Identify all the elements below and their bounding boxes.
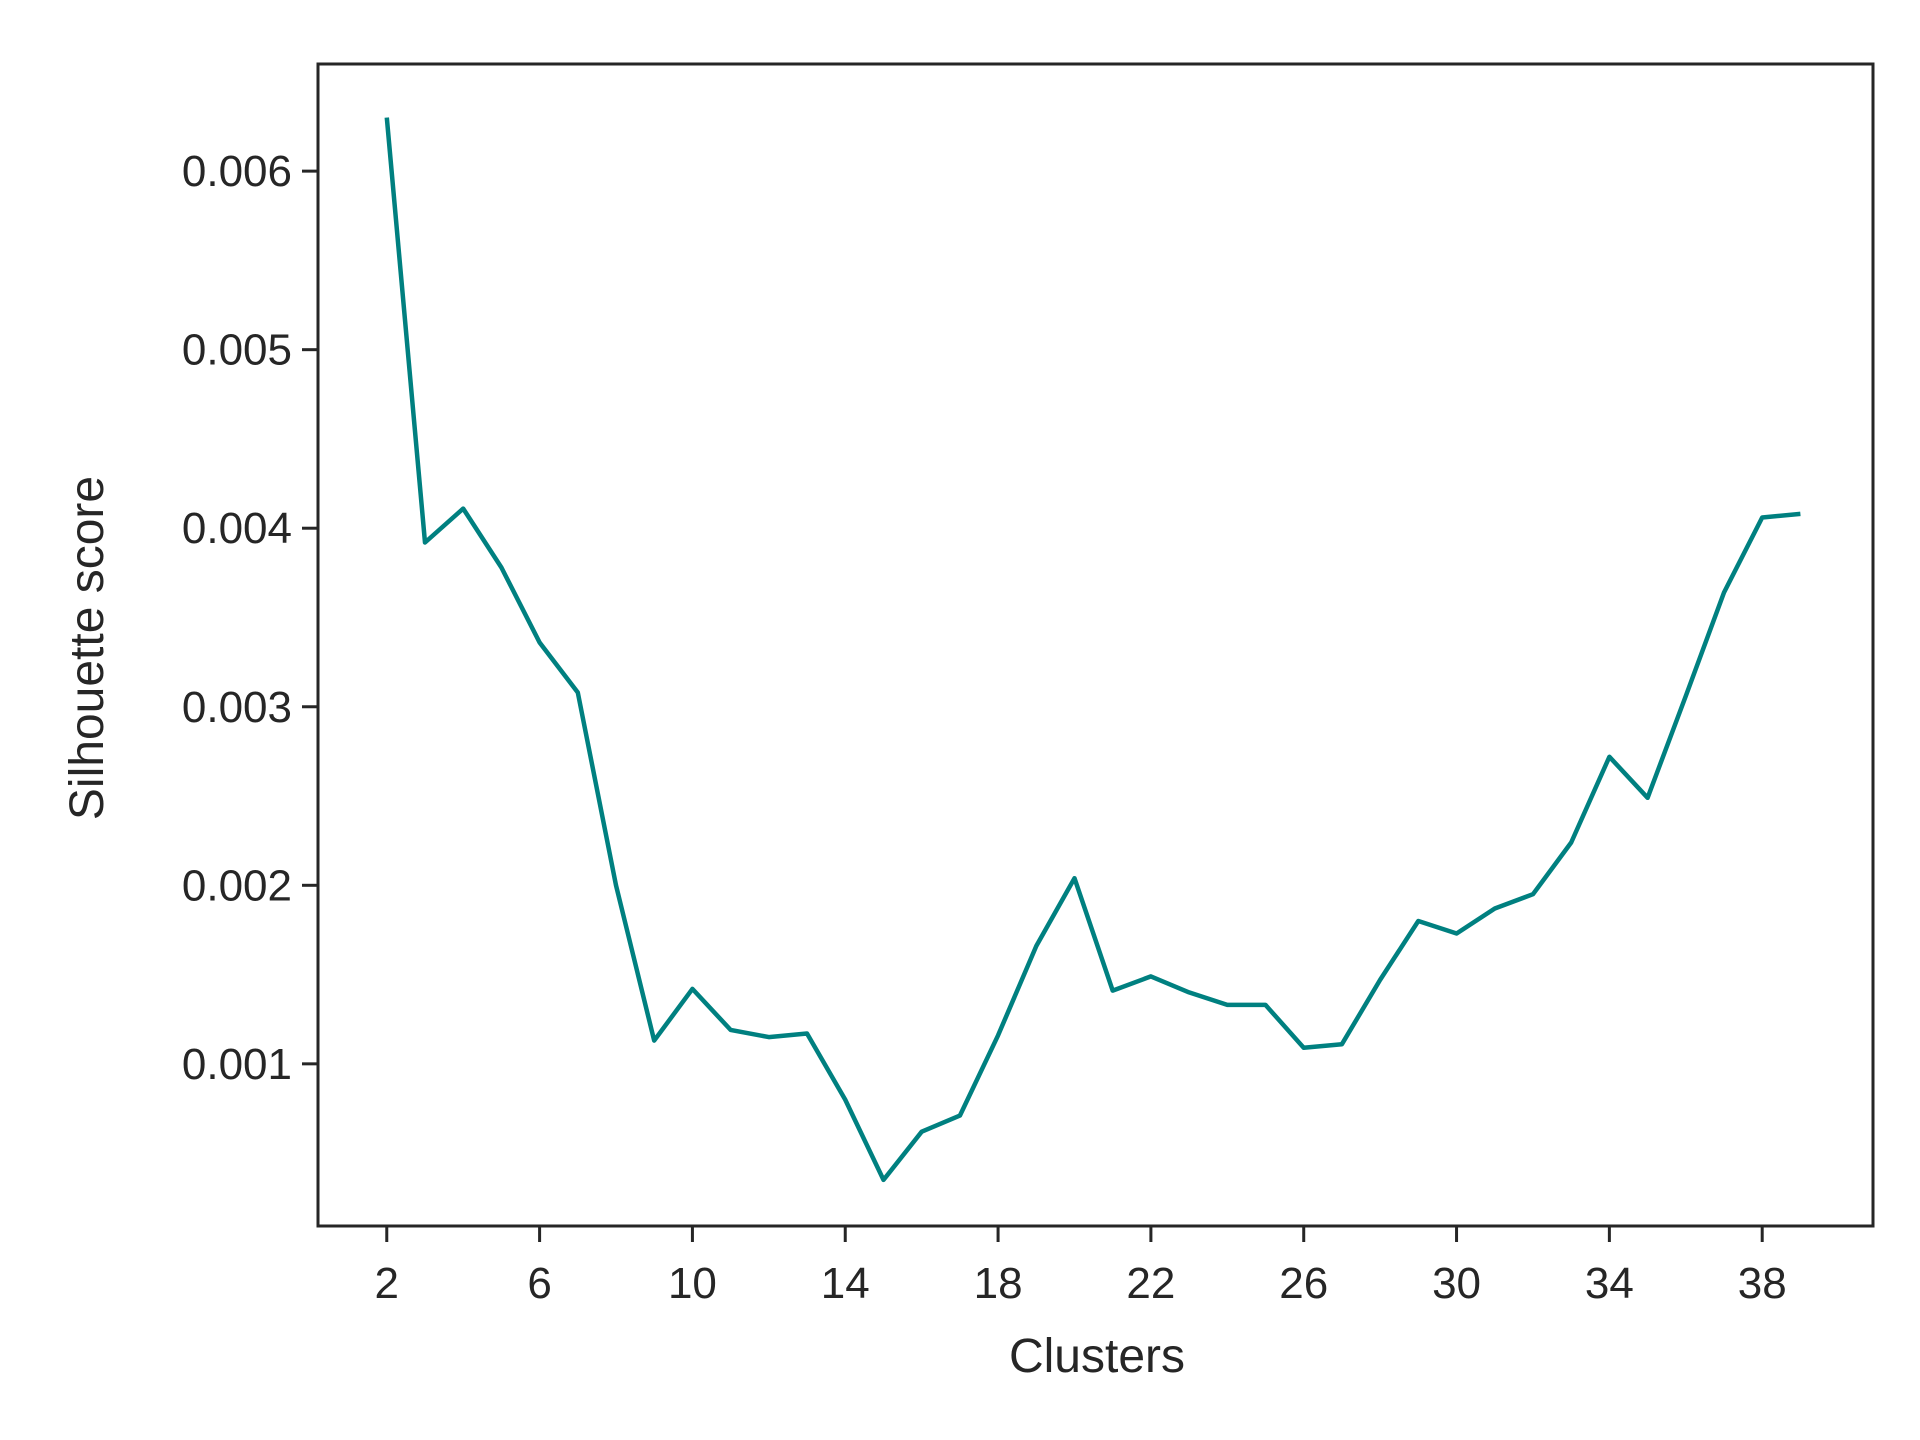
x-tick-label: 22 (1126, 1259, 1175, 1308)
y-axis-ticks: 0.001 0.002 0.003 0.004 0.005 0.006 (182, 147, 318, 1089)
y-tick-label: 0.005 (182, 326, 292, 375)
y-tick-label: 0.002 (182, 861, 292, 910)
y-tick-label: 0.004 (182, 504, 292, 553)
y-axis-label: Silhouette score (61, 476, 114, 820)
y-tick-label: 0.003 (182, 683, 292, 732)
series-line-0 (384, 117, 1801, 1183)
x-tick-label: 30 (1432, 1259, 1481, 1308)
x-tick-label: 38 (1738, 1259, 1787, 1308)
x-axis-ticks: 2 6 10 14 18 22 26 30 34 38 (375, 1226, 1787, 1308)
x-axis-label: Clusters (1009, 1330, 1185, 1383)
plot-area (316, 62, 1875, 1228)
x-tick-label: 2 (375, 1259, 399, 1308)
x-tick-label: 18 (974, 1259, 1023, 1308)
x-tick-label: 26 (1279, 1259, 1328, 1308)
x-tick-label: 10 (668, 1259, 717, 1308)
x-tick-label: 6 (527, 1259, 551, 1308)
y-tick-label: 0.001 (182, 1040, 292, 1089)
y-tick-label: 0.006 (182, 147, 292, 196)
x-tick-label: 14 (821, 1259, 870, 1308)
axes-frame (316, 62, 1875, 1228)
x-tick-label: 34 (1585, 1259, 1634, 1308)
